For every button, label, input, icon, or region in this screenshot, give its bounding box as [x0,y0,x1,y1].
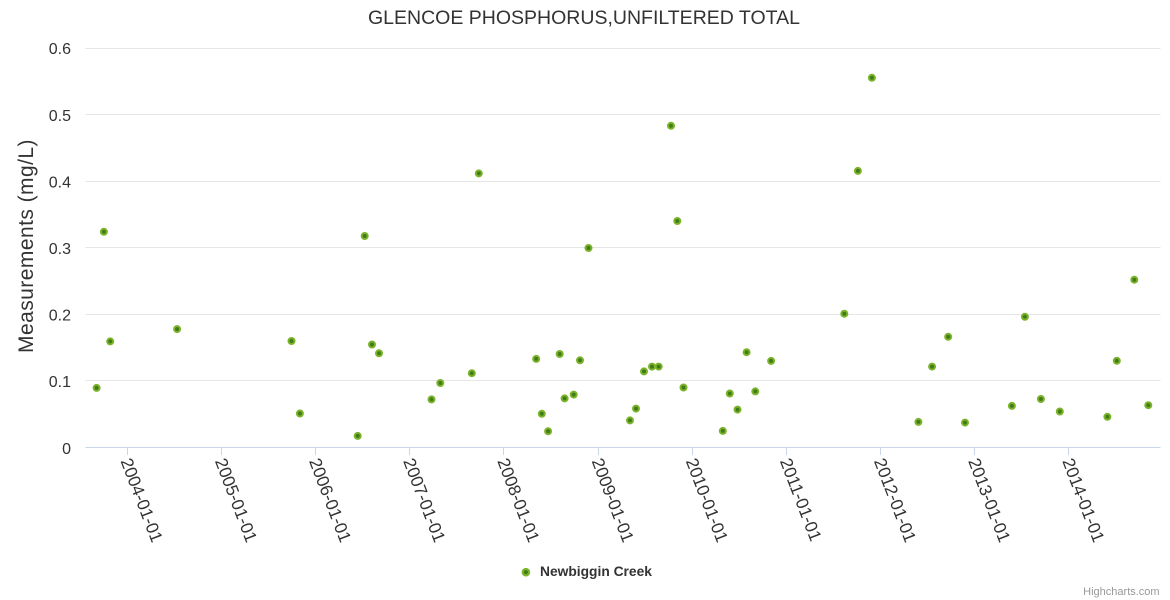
svg-text:Highcharts.com: Highcharts.com [1083,586,1159,598]
svg-text:0.6: 0.6 [49,41,71,58]
svg-text:0.1: 0.1 [49,374,71,391]
svg-text:GLENCOE PHOSPHORUS,UNFILTERED: GLENCOE PHOSPHORUS,UNFILTERED TOTAL [368,7,800,29]
svg-text:Newbiggin Creek: Newbiggin Creek [540,564,652,579]
svg-text:0.2: 0.2 [49,308,71,325]
svg-text:0: 0 [62,441,71,458]
svg-text:Measurements (mg/L): Measurements (mg/L) [15,139,38,353]
svg-text:0.4: 0.4 [49,174,71,191]
svg-text:0.5: 0.5 [49,108,71,125]
svg-text:0.3: 0.3 [49,241,71,258]
